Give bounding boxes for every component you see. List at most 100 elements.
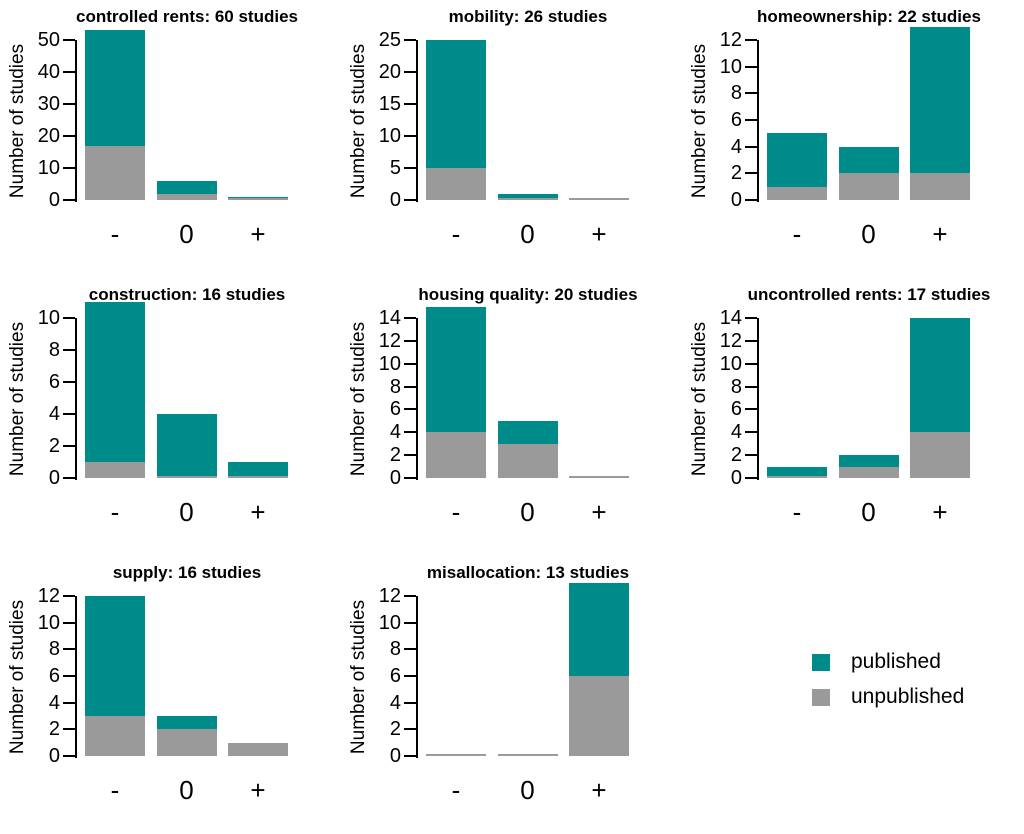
bar-baseline xyxy=(85,754,145,756)
chart-panel: mobility: 26 studies Number of studies 0 5 1… xyxy=(341,0,682,278)
y-tick-mark xyxy=(63,381,75,383)
chart-title: uncontrolled rents: 17 studies xyxy=(747,285,991,304)
x-category-label: 0 xyxy=(520,219,535,249)
y-tick-mark xyxy=(745,477,757,479)
bar-baseline xyxy=(497,476,558,478)
y-tick-mark xyxy=(63,135,75,137)
chart-panel: misallocation: 13 studies Number of studi… xyxy=(341,556,682,834)
y-tick-label: 6 xyxy=(48,665,60,687)
y-axis-line xyxy=(75,318,77,480)
y-tick-mark xyxy=(404,477,416,479)
bar-baseline xyxy=(838,198,899,200)
y-tick-mark xyxy=(404,103,416,105)
x-category-label: + xyxy=(250,775,266,805)
bar-baseline xyxy=(426,754,486,756)
bar-published-segment xyxy=(569,582,629,676)
y-tick-mark xyxy=(63,728,75,731)
y-tick-mark xyxy=(745,119,757,121)
chart-panel: homeownership: 22 studies Number of studi… xyxy=(682,0,1023,278)
bar-unpublished-segment xyxy=(156,729,217,756)
bar-unpublished-segment xyxy=(426,432,486,478)
legend: published unpublished xyxy=(812,650,964,720)
bar-unpublished-segment xyxy=(910,173,970,200)
bar-unpublished-segment xyxy=(497,443,558,478)
bar-published-segment xyxy=(426,306,486,433)
chart-title: construction: 16 studies xyxy=(88,285,286,304)
y-tick-label: 8 xyxy=(389,638,401,661)
bar-published-segment xyxy=(767,466,827,478)
y-tick-label: 8 xyxy=(730,375,742,398)
x-category-label: + xyxy=(932,497,948,527)
bar-unpublished-segment xyxy=(85,145,145,200)
y-tick-label: 0 xyxy=(48,189,60,211)
x-category-label: - xyxy=(110,775,120,805)
y-tick-mark xyxy=(63,445,75,447)
y-tick-mark xyxy=(404,621,416,624)
y-tick-mark xyxy=(404,728,416,731)
y-tick-label: 5 xyxy=(389,157,401,179)
x-category-label: + xyxy=(591,497,607,527)
bar-unpublished-segment xyxy=(910,432,970,478)
y-tick-mark xyxy=(404,317,416,319)
legend-label-unpublished: unpublished xyxy=(851,685,965,708)
y-tick-label: 12 xyxy=(719,329,742,352)
y-tick-label: 6 xyxy=(48,371,60,393)
y-tick-mark xyxy=(404,71,416,73)
bar-unpublished-segment xyxy=(85,462,145,478)
x-category-label: + xyxy=(250,497,266,527)
y-tick-label: 14 xyxy=(719,307,742,329)
x-category-label: - xyxy=(110,219,120,249)
x-category-label: 0 xyxy=(179,497,194,527)
y-tick-mark xyxy=(404,167,416,169)
y-tick-label: 0 xyxy=(389,189,401,211)
legend-item-published: published xyxy=(812,650,964,674)
bar-published-segment xyxy=(767,133,827,187)
bar-published-segment xyxy=(838,455,899,467)
y-tick-label: 6 xyxy=(389,398,401,421)
x-category-label: 0 xyxy=(861,497,876,527)
legend-label-published: published xyxy=(851,650,941,673)
y-tick-label: 6 xyxy=(730,398,742,421)
x-category-label: - xyxy=(451,775,461,805)
y-tick-mark xyxy=(745,172,757,175)
y-tick-mark xyxy=(63,71,75,73)
bar-published-segment xyxy=(156,180,217,194)
y-tick-label: 2 xyxy=(730,162,742,185)
y-tick-mark xyxy=(404,595,416,597)
bar-unpublished-segment xyxy=(838,173,899,200)
y-tick-mark xyxy=(63,413,75,415)
bar-unpublished-segment xyxy=(85,716,145,756)
y-tick-label: 10 xyxy=(719,55,742,78)
chart-panel: housing quality: 20 studies Number of stu… xyxy=(341,278,682,556)
y-tick-label: 10 xyxy=(378,611,401,634)
y-tick-mark xyxy=(745,339,757,342)
y-tick-label: 10 xyxy=(37,157,60,179)
chart-title: homeownership: 22 studies xyxy=(757,7,981,26)
y-tick-mark xyxy=(63,167,75,169)
y-tick-label: 12 xyxy=(719,29,742,51)
bar-baseline xyxy=(426,198,486,200)
y-tick-mark xyxy=(63,477,75,479)
y-tick-mark xyxy=(63,648,75,651)
y-tick-mark xyxy=(745,385,757,388)
bar-baseline xyxy=(228,476,288,478)
y-tick-label: 2 xyxy=(48,718,60,741)
legend-item-unpublished: unpublished xyxy=(812,685,964,709)
bar-published-segment xyxy=(85,596,145,716)
bar-baseline xyxy=(910,198,970,200)
x-category-label: - xyxy=(792,497,802,527)
bar-unpublished-segment xyxy=(767,186,827,200)
y-tick-label: 10 xyxy=(37,307,60,329)
y-axis-line xyxy=(416,318,418,480)
bar-published-segment xyxy=(156,414,217,478)
x-category-label: - xyxy=(451,497,461,527)
chart-title: controlled rents: 60 studies xyxy=(76,7,298,26)
x-category-label: 0 xyxy=(861,219,876,249)
bar-published-segment xyxy=(228,462,288,478)
y-tick-label: 40 xyxy=(37,61,60,83)
chart-title: supply: 16 studies xyxy=(112,563,262,582)
bar-baseline xyxy=(426,476,486,478)
y-tick-label: 0 xyxy=(730,467,742,489)
legend-swatch-published-icon xyxy=(812,653,830,671)
y-tick-mark xyxy=(404,199,416,201)
